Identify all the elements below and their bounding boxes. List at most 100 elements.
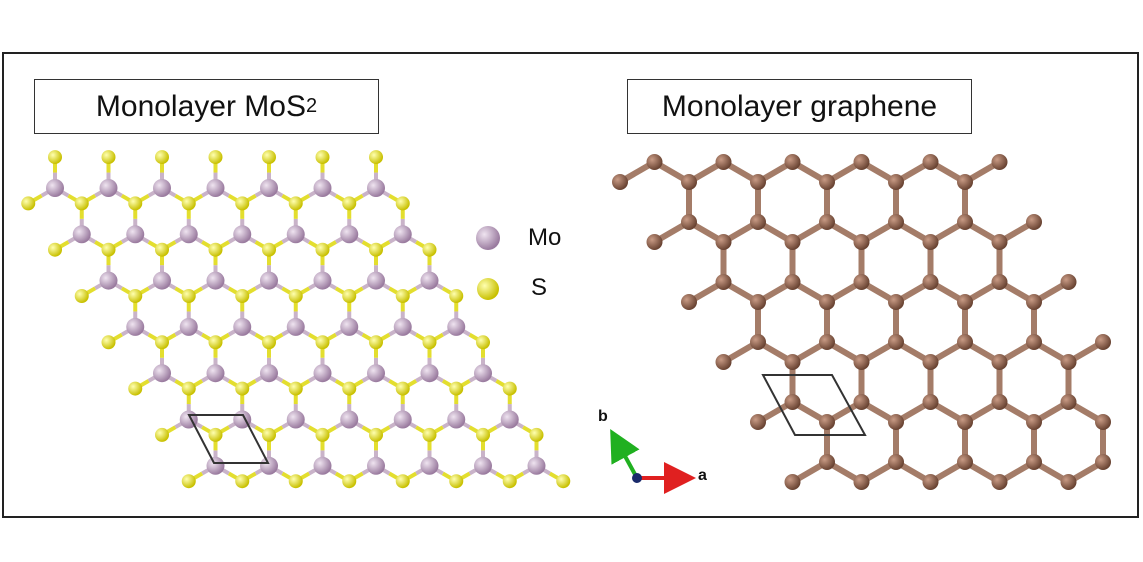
carbon-atom: [784, 394, 801, 410]
carbon-atom: [681, 174, 697, 190]
carbon-atom: [784, 274, 801, 290]
s-atom: [502, 474, 517, 489]
carbon-atom: [1026, 334, 1042, 350]
mo-atom: [367, 364, 385, 383]
s-atom: [181, 289, 196, 303]
s-atom: [101, 335, 116, 350]
s-atom: [235, 474, 250, 489]
carbon-atom: [819, 414, 835, 430]
mo-atom: [313, 179, 332, 197]
mo-atom: [260, 179, 278, 197]
mo-atom: [474, 364, 492, 383]
b-axis-arrow: [610, 428, 640, 479]
mo-atom: [260, 271, 278, 290]
s-atom: [21, 196, 36, 211]
mo-atom: [286, 410, 305, 429]
mo-atom: [420, 271, 439, 290]
mo-legend-label: Mo: [528, 224, 562, 251]
carbon-atom: [888, 214, 904, 230]
carbon-atom: [957, 214, 973, 230]
carbon-atom: [853, 274, 870, 290]
s-atom: [369, 242, 383, 257]
carbon-atom: [750, 174, 766, 190]
mo-atom: [260, 364, 278, 383]
graphene-unit-cell: [761, 374, 867, 436]
figure-frame: [2, 52, 1139, 518]
mo-atom: [233, 317, 252, 336]
mo-atom: [286, 317, 305, 336]
mo-atom: [206, 271, 225, 290]
s-atom: [74, 196, 89, 211]
carbon-atom: [853, 154, 870, 170]
s-atom: [315, 427, 330, 442]
mo-atom: [153, 364, 171, 383]
c-axis-dot: [632, 473, 642, 483]
s-atom: [476, 427, 490, 442]
carbon-atom: [853, 234, 870, 250]
s-atom: [101, 242, 116, 257]
carbon-atom: [888, 334, 904, 350]
carbon-atom: [957, 294, 973, 310]
mo-atom: [447, 410, 466, 429]
s-atom: [422, 427, 437, 442]
carbon-atom: [922, 234, 939, 250]
mo-atom: [340, 410, 359, 429]
mo-atom: [153, 179, 171, 197]
mos2-title-subscript: 2: [305, 95, 318, 117]
s-legend-label: S: [531, 274, 548, 301]
carbon-atom: [715, 154, 732, 170]
carbon-atom: [784, 474, 801, 490]
s-atom: [208, 335, 223, 350]
carbon-atom: [888, 454, 904, 470]
mo-atom: [447, 317, 466, 336]
s-atom: [476, 335, 490, 350]
mo-atom: [72, 225, 91, 244]
s-atom: [128, 196, 143, 211]
carbon-atom: [991, 234, 1008, 250]
carbon-atom: [715, 354, 732, 370]
carbon-atom: [888, 414, 904, 430]
carbon-atom: [819, 214, 835, 230]
s-atom: [502, 381, 517, 396]
a-axis-label: a: [698, 467, 707, 484]
s-legend-sphere: [477, 278, 499, 300]
mos2-title: Monolayer MoS: [95, 89, 306, 123]
s-atom: [342, 381, 357, 396]
s-atom: [262, 242, 276, 257]
carbon-atom: [957, 334, 973, 350]
carbon-atom: [991, 154, 1008, 170]
mo-atom: [313, 456, 332, 475]
mo-atom: [260, 456, 278, 475]
graphene-title: Monolayer graphene: [661, 89, 938, 123]
s-atom: [208, 150, 223, 165]
s-atom: [262, 335, 276, 350]
carbon-atom: [1026, 414, 1042, 430]
carbon-atom: [1026, 214, 1042, 230]
s-atom: [128, 381, 143, 396]
carbon-atom: [853, 394, 870, 410]
s-atom: [449, 474, 464, 489]
carbon-atom: [1095, 454, 1111, 470]
carbon-atom: [646, 234, 663, 250]
carbon-atom: [1095, 414, 1111, 430]
mo-atom: [474, 456, 492, 475]
mo-atom: [393, 317, 412, 336]
carbon-atom: [957, 174, 973, 190]
s-atom: [315, 150, 330, 165]
mo-atom: [179, 225, 198, 244]
s-atom: [556, 474, 571, 489]
s-atom: [288, 474, 303, 489]
s-atom: [128, 289, 143, 303]
s-atom: [262, 150, 276, 165]
mos2-atoms: [21, 150, 571, 489]
carbon-atom: [1060, 394, 1077, 410]
mo-atom: [99, 179, 118, 197]
s-atom: [342, 474, 357, 489]
mo-atom: [340, 225, 359, 244]
carbon-atom: [991, 354, 1008, 370]
carbon-atom: [1026, 294, 1042, 310]
mo-atom: [46, 179, 64, 197]
carbon-atom: [819, 454, 835, 470]
carbon-atom: [681, 214, 697, 230]
